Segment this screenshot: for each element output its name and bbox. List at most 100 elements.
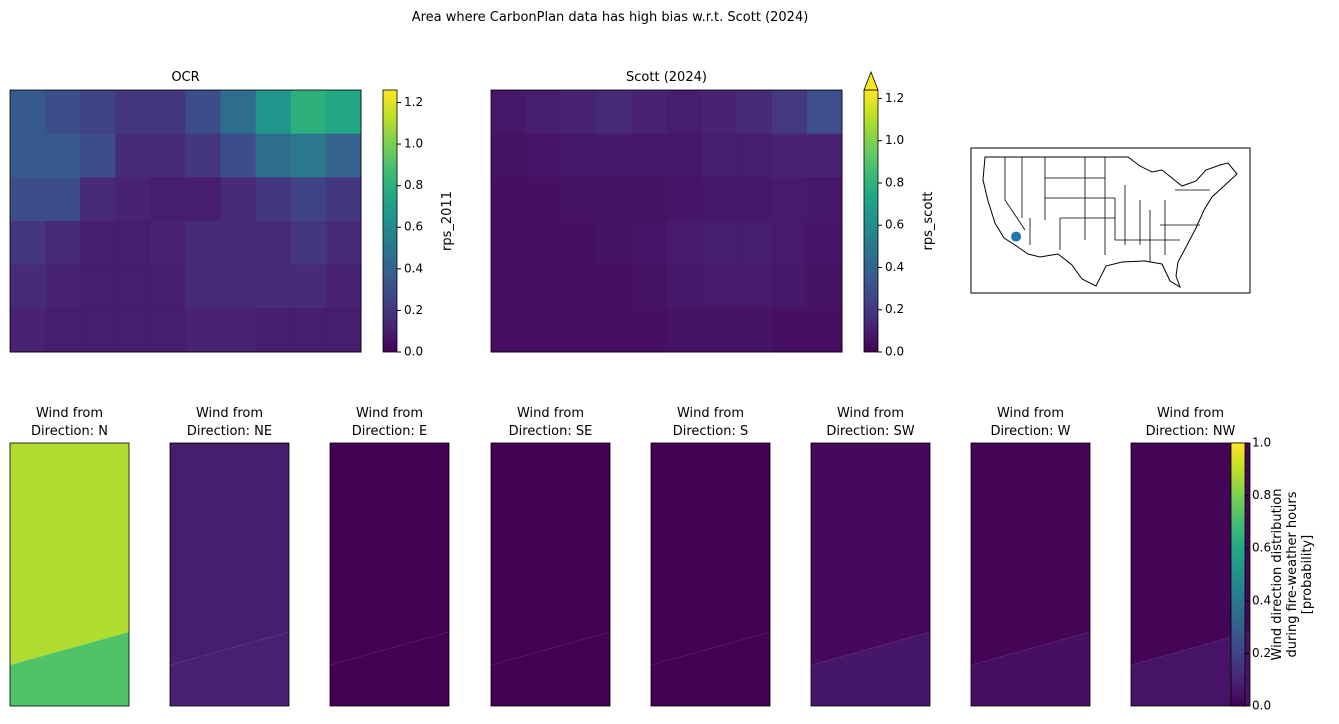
figure-title: Area where CarbonPlan data has high bias…: [412, 10, 809, 25]
heatmap-cell: [526, 308, 562, 353]
heatmap-cell: [115, 133, 151, 178]
heatmap-cell: [45, 264, 81, 309]
heatmap-cell: [736, 264, 773, 309]
colorbar-tick-label: 1.2: [404, 95, 423, 109]
heatmap-cell: [491, 90, 527, 135]
map-frame: [970, 147, 1251, 294]
wind-region: [1131, 632, 1250, 706]
colorbar-tick-label: 0.4: [1252, 593, 1271, 607]
map-point: [1011, 231, 1022, 242]
colorbar-tick-label: 1.0: [1252, 436, 1271, 450]
heatmap-cell: [666, 90, 703, 135]
heatmap-cell: [526, 133, 562, 178]
colorbar-tick-label: 0.4: [404, 261, 423, 275]
heatmap-cell: [220, 308, 257, 353]
wind-region: [811, 632, 930, 706]
panel-title-line: Wind from: [196, 406, 263, 421]
heatmap-cell: [771, 177, 808, 222]
heatmap-cell: [325, 308, 362, 353]
wind-region: [971, 632, 1090, 706]
heatmap-cell: [596, 177, 632, 222]
colorbar-label: Wind direction distributionduring fire-w…: [1270, 489, 1315, 661]
heatmap-cell: [325, 177, 362, 222]
panel-title-line: Direction: NE: [187, 424, 272, 439]
wind-region: [971, 443, 1090, 665]
panel-title-line: Direction: SE: [509, 424, 593, 439]
heatmap-cell: [771, 133, 808, 178]
heatmap-cell: [10, 308, 46, 353]
heatmap-cell: [806, 308, 843, 353]
heatmap-cell: [185, 308, 222, 353]
heatmap-cell: [771, 264, 808, 309]
heatmap-cell: [290, 177, 327, 222]
axes-frame: [9, 89, 362, 353]
heatmap-cell: [666, 264, 703, 309]
heatmap-cell: [701, 308, 738, 353]
wind-region: [330, 632, 449, 706]
heatmap-cell: [806, 177, 843, 222]
heatmap-cell: [631, 264, 667, 309]
colorbar-label-line: during fire-weather hours: [1285, 491, 1300, 657]
axes-frame: [650, 442, 771, 707]
heatmap-cell: [290, 264, 327, 309]
panel-title-line: Wind from: [356, 406, 423, 421]
heatmap-cell: [491, 133, 527, 178]
heatmap-cell: [290, 133, 327, 178]
heatmap-cell: [666, 177, 703, 222]
axes-frame: [970, 442, 1091, 707]
wind-region: [10, 632, 129, 706]
axes-title: OCR: [171, 70, 199, 85]
heatmap-cell: [666, 308, 703, 353]
heatmap-cell: [220, 90, 257, 135]
heatmap-cell: [150, 177, 186, 222]
colorbar-tick-label: 0.0: [404, 345, 423, 359]
heatmap-cell: [10, 133, 46, 178]
axes-frame: [810, 442, 931, 707]
heatmap-cell: [45, 221, 81, 266]
heatmap-cell: [150, 90, 186, 135]
heatmap-cell: [80, 133, 116, 178]
state-borders: [1004, 157, 1210, 262]
heatmap-cell: [561, 308, 597, 353]
heatmap-cell: [666, 133, 703, 178]
heatmap-cell: [45, 308, 81, 353]
heatmap-cell: [255, 221, 292, 266]
axes-title: Scott (2024): [626, 70, 707, 85]
heatmap-cell: [631, 221, 667, 266]
heatmap-cell: [701, 90, 738, 135]
heatmap-cell: [220, 221, 257, 266]
panel-title: Wind from Direction: SE: [509, 406, 593, 439]
heatmap-cell: [631, 133, 667, 178]
heatmap-cell: [325, 221, 362, 266]
panel-title-line: Direction: NW: [1146, 424, 1236, 439]
heatmap-cell: [80, 308, 116, 353]
heatmap-cell: [80, 90, 116, 135]
colorbar-tick-label: 1.2: [885, 91, 904, 105]
wind-region: [811, 443, 930, 665]
heatmap-cell: [115, 90, 151, 135]
colorbar-label-line: [probability]: [1300, 535, 1315, 615]
heatmap-cell: [80, 177, 116, 222]
heatmap-cell: [771, 308, 808, 353]
heatmap-cell: [325, 133, 362, 178]
heatmap-cell: [701, 221, 738, 266]
heatmap-cell: [596, 221, 632, 266]
colorbar-tick-label: 0.0: [885, 345, 904, 359]
heatmap-cell: [526, 221, 562, 266]
heatmap-cell: [526, 177, 562, 222]
heatmap-cell: [10, 177, 46, 222]
heatmap-cell: [736, 308, 773, 353]
panel-title: Wind from Direction: NW: [1146, 406, 1236, 439]
heatmap-cell: [80, 221, 116, 266]
colorbar-tick-label: 1.0: [885, 133, 904, 147]
axes-frame: [9, 442, 130, 707]
heatmap-cell: [185, 264, 222, 309]
colorbar-tick-label: 0.8: [404, 178, 423, 192]
panel-title-line: Wind from: [1157, 406, 1224, 421]
heatmap-cell: [806, 90, 843, 135]
heatmap-cell: [526, 90, 562, 135]
wind-region: [491, 443, 610, 665]
heatmap-cell: [10, 90, 46, 135]
heatmap-cell: [561, 90, 597, 135]
